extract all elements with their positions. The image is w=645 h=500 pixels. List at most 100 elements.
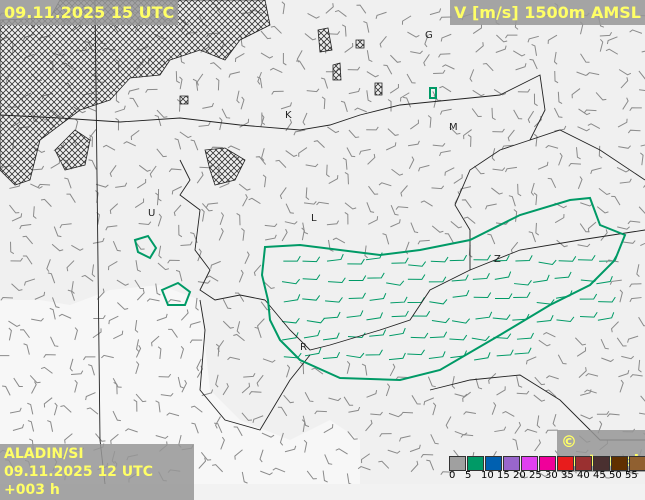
wind-barb	[303, 330, 321, 339]
wind-barb	[536, 314, 554, 323]
wind-barb	[619, 379, 624, 393]
wind-barb	[533, 192, 538, 206]
wind-barb	[430, 256, 449, 263]
wind-barb	[505, 166, 517, 173]
wind-barb	[175, 269, 183, 282]
legend-swatch	[521, 456, 538, 471]
wind-barb	[115, 117, 120, 131]
wind-barb	[198, 457, 207, 469]
wind-barb	[596, 410, 610, 415]
wind-barb	[180, 241, 193, 246]
city-label: R	[300, 342, 307, 353]
wind-barb	[627, 220, 641, 225]
wind-barb	[619, 289, 623, 303]
wind-barb	[66, 193, 76, 203]
wind-barb	[442, 64, 455, 70]
wind-barb	[462, 391, 471, 402]
wind-barb	[492, 167, 506, 171]
wind-barb	[27, 402, 34, 415]
wind-barb	[449, 334, 468, 341]
wind-barb	[598, 296, 616, 303]
wind-barb	[412, 310, 431, 317]
wind-barb	[439, 16, 452, 21]
run-time: 09.11.2025 12 UTC +003 h	[4, 464, 153, 498]
wind-barb	[146, 298, 160, 302]
wind-barb	[474, 165, 485, 175]
legend-swatch	[629, 456, 645, 471]
wind-barb	[0, 296, 14, 301]
wind-barb	[619, 178, 632, 184]
wind-barb	[482, 62, 494, 72]
wind-barb	[233, 333, 245, 342]
wind-barb	[474, 352, 491, 361]
wind-barb	[113, 330, 124, 340]
wind-barb	[636, 264, 640, 277]
wind-barb	[485, 203, 497, 210]
wind-barb	[463, 216, 476, 224]
wind-barb	[263, 281, 275, 289]
wind-barb	[241, 412, 253, 421]
wind-barb	[47, 420, 54, 432]
wind-barb	[502, 410, 515, 417]
wind-barb	[259, 449, 264, 463]
wind-barb	[323, 351, 341, 360]
wind-barb	[134, 279, 144, 289]
wind-barb	[536, 470, 549, 477]
wind-barb	[86, 407, 99, 415]
wind-barb	[389, 363, 396, 377]
wind-barb	[51, 243, 64, 252]
wind-barb	[236, 90, 240, 104]
wind-barb	[546, 375, 559, 380]
wind-barb	[438, 53, 451, 58]
wind-barb	[180, 309, 189, 321]
wind-barb	[281, 317, 300, 324]
wind-barb	[356, 4, 367, 14]
wind-barb	[495, 45, 507, 53]
wind-barb	[388, 352, 406, 361]
wind-barb	[171, 186, 182, 195]
wind-barb	[410, 460, 419, 473]
wind-barb	[533, 274, 550, 283]
wind-barb	[314, 410, 327, 415]
wind-barb	[528, 231, 537, 243]
wind-barb	[50, 336, 59, 347]
wind-barb	[282, 53, 287, 66]
legend-tick: 45	[593, 470, 606, 481]
wind-barb	[346, 352, 365, 359]
wind-barb	[513, 209, 518, 222]
city-label: L	[311, 213, 317, 224]
wind-barb	[596, 275, 613, 285]
wind-barb	[568, 162, 581, 167]
wind-barb	[306, 317, 325, 324]
wind-barb	[254, 326, 262, 338]
legend-swatch	[593, 456, 610, 471]
wind-barb	[302, 295, 321, 301]
wind-barb	[605, 259, 619, 264]
wind-barb	[206, 275, 219, 282]
wind-barb	[491, 402, 497, 415]
wind-barb	[85, 392, 96, 401]
wind-barb	[96, 288, 105, 300]
wind-barb	[50, 159, 61, 169]
wind-barb	[286, 364, 291, 378]
wind-barb	[40, 366, 53, 374]
legend-tick: 25	[529, 470, 542, 481]
wind-barb	[328, 397, 342, 402]
wind-barb	[554, 70, 559, 84]
wind-barb	[109, 165, 117, 177]
wind-barb	[52, 297, 60, 309]
wind-barb	[618, 369, 630, 378]
wind-barb	[410, 50, 423, 55]
wind-barb	[280, 102, 292, 110]
wind-map	[0, 0, 645, 484]
wind-barb	[112, 378, 122, 388]
wind-barb	[531, 43, 538, 56]
wind-barb	[30, 183, 43, 189]
wind-barb	[473, 292, 492, 298]
wind-barb	[321, 96, 326, 110]
wind-barb	[366, 71, 379, 78]
wind-barb	[354, 107, 367, 113]
wind-barb	[279, 187, 287, 200]
wind-barb	[2, 385, 11, 396]
wind-barb	[195, 297, 199, 311]
